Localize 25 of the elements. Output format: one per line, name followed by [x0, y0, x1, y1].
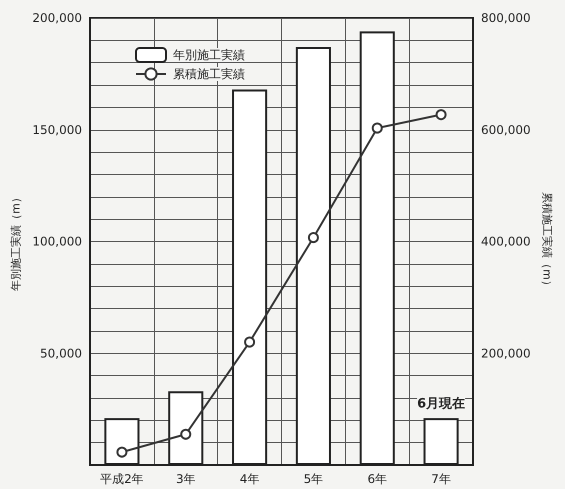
y-tick-label: 150,000	[32, 122, 82, 137]
x-tick-label: 3年	[176, 472, 196, 486]
point	[436, 109, 447, 120]
x-tick-label: 6年	[367, 472, 388, 486]
y-tick-label: 50,000	[40, 346, 82, 360]
x-tick-label: 平成2年	[100, 472, 144, 486]
point	[372, 122, 383, 134]
y-tick-label: 100,000	[32, 234, 82, 248]
x-tick-label: 4年	[240, 472, 260, 486]
point	[180, 428, 192, 440]
x-tick-label: 5年	[304, 472, 324, 486]
y2-tick-label: 200,000	[481, 346, 531, 360]
y-tick-label: 200,000	[32, 11, 82, 25]
y2-tick-label: 600,000	[481, 122, 531, 137]
x-tick-label: 7年	[431, 472, 451, 486]
point	[308, 232, 319, 244]
y2-tick-label: 400,000	[481, 234, 531, 248]
annotation: 6月現在	[417, 396, 466, 412]
point	[244, 336, 256, 348]
y2-tick-label: 800,000	[481, 11, 531, 25]
y-axis-title: 年別施工実績（m）	[9, 192, 22, 291]
legend-label: 年別施工実績	[173, 48, 245, 62]
legend-label: 累積施工実績	[173, 67, 245, 81]
y2-axis-title: 累積施工実績（m）	[540, 192, 554, 291]
point	[116, 446, 128, 458]
